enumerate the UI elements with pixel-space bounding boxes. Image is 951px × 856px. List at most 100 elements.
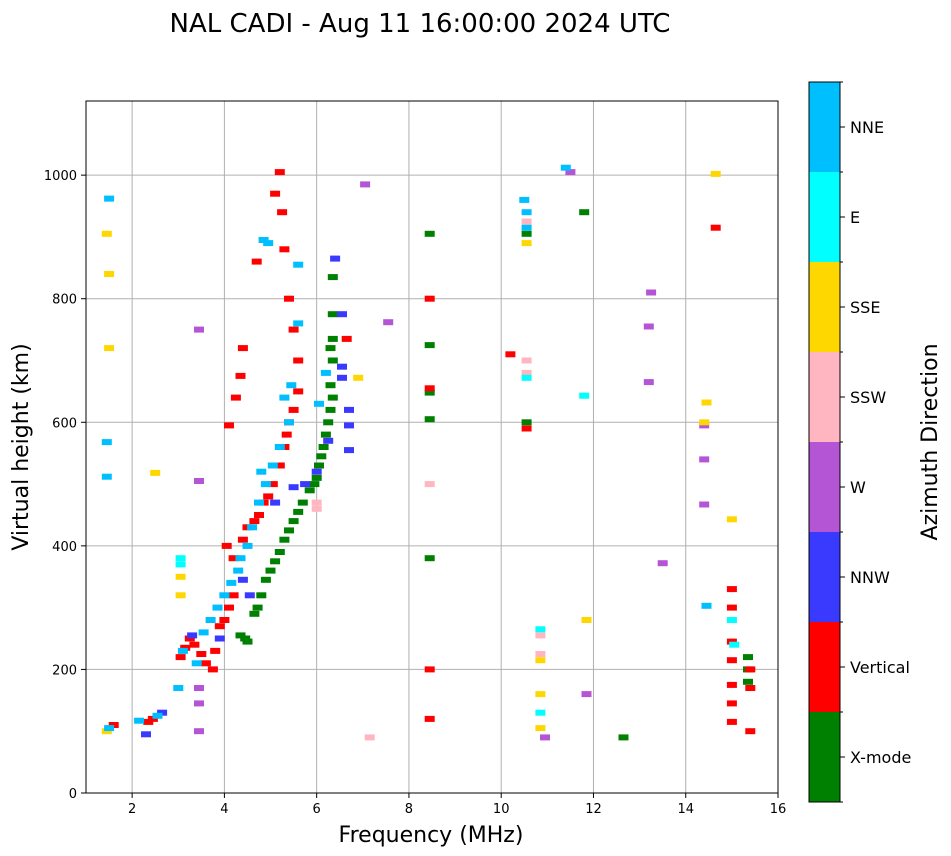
y-tick-label: 200	[52, 663, 77, 678]
x-tick-label: 8	[405, 802, 413, 817]
data-point	[194, 478, 204, 484]
data-point	[318, 444, 329, 450]
data-point	[288, 518, 299, 525]
data-point	[281, 431, 292, 438]
colorbar: X-mode Vertical NNW W SSW SSE E NNE	[808, 81, 911, 803]
data-point	[311, 474, 322, 481]
data-point	[286, 382, 297, 389]
series-nne	[101, 164, 712, 732]
data-point	[224, 422, 234, 429]
data-point	[228, 592, 239, 599]
data-point	[701, 399, 712, 406]
data-point	[258, 237, 269, 243]
data-point	[300, 481, 311, 488]
data-point	[581, 691, 592, 698]
data-point	[699, 419, 710, 426]
data-point	[643, 379, 654, 386]
data-point	[277, 209, 288, 216]
colorbar-label: Vertical	[850, 658, 910, 677]
y-tick-label: 1000	[44, 169, 77, 184]
data-point	[535, 725, 546, 732]
data-point	[424, 715, 435, 722]
data-point	[196, 651, 207, 657]
data-point	[214, 635, 225, 642]
data-point	[743, 654, 753, 661]
data-point	[254, 499, 264, 506]
data-point	[104, 271, 115, 277]
colorbar-label: NNE	[850, 118, 884, 137]
series-w	[194, 169, 710, 741]
x-tick-label: 16	[770, 802, 787, 817]
data-point	[297, 499, 308, 506]
x-axis-title: Frequency (MHz)	[339, 823, 524, 848]
data-point	[314, 462, 324, 469]
data-point	[344, 406, 354, 413]
data-point	[134, 717, 145, 724]
data-point	[252, 604, 263, 611]
data-point	[745, 666, 756, 673]
data-point	[235, 372, 246, 379]
data-point	[521, 374, 532, 381]
data-point	[256, 592, 267, 599]
data-point	[180, 644, 191, 651]
data-point	[293, 357, 304, 364]
data-point	[249, 518, 260, 525]
data-point	[657, 560, 668, 567]
data-point	[726, 657, 737, 664]
data-point	[320, 431, 331, 438]
data-point	[219, 592, 230, 599]
data-point	[521, 224, 532, 231]
data-point	[726, 586, 737, 593]
data-point	[147, 715, 158, 722]
data-point	[198, 629, 209, 636]
data-point	[383, 319, 394, 326]
data-point	[242, 542, 253, 549]
data-point	[194, 685, 204, 691]
data-point	[210, 647, 221, 654]
data-point	[101, 230, 112, 237]
colorbar-label: E	[850, 208, 860, 227]
data-point	[267, 481, 278, 488]
data-points	[101, 164, 756, 741]
data-point	[424, 416, 435, 423]
data-point	[710, 170, 721, 177]
data-point	[311, 505, 322, 512]
data-point	[521, 230, 532, 237]
series-nnw	[141, 255, 354, 738]
data-point	[152, 712, 163, 719]
data-point	[175, 561, 186, 568]
data-point	[200, 660, 211, 667]
data-point	[344, 422, 354, 429]
data-point	[293, 388, 304, 395]
data-point	[325, 406, 336, 413]
data-point	[175, 592, 186, 599]
data-point	[175, 654, 186, 661]
series-vertical	[108, 169, 756, 735]
colorbar-segment	[809, 172, 840, 262]
data-point	[424, 295, 435, 302]
data-point	[263, 240, 274, 247]
series-sse	[101, 170, 737, 735]
data-point	[745, 685, 756, 691]
series-e	[175, 374, 740, 716]
data-point	[519, 196, 530, 203]
colorbar-title: Azimuth Direction	[918, 343, 943, 540]
data-point	[535, 632, 546, 639]
data-point	[177, 647, 188, 654]
x-tick-label: 10	[493, 802, 510, 817]
data-point	[184, 635, 195, 642]
data-point	[279, 246, 290, 253]
data-point	[560, 164, 571, 171]
colorbar-segment	[809, 442, 840, 532]
data-point	[327, 311, 338, 318]
colorbar-label: X-mode	[850, 748, 911, 767]
data-point	[535, 657, 546, 664]
data-point	[309, 481, 320, 488]
data-point	[699, 501, 710, 508]
data-point	[726, 700, 737, 707]
data-point	[699, 456, 710, 463]
data-point	[274, 444, 285, 450]
data-point	[189, 641, 200, 648]
data-point	[157, 709, 168, 716]
data-point	[141, 731, 151, 738]
